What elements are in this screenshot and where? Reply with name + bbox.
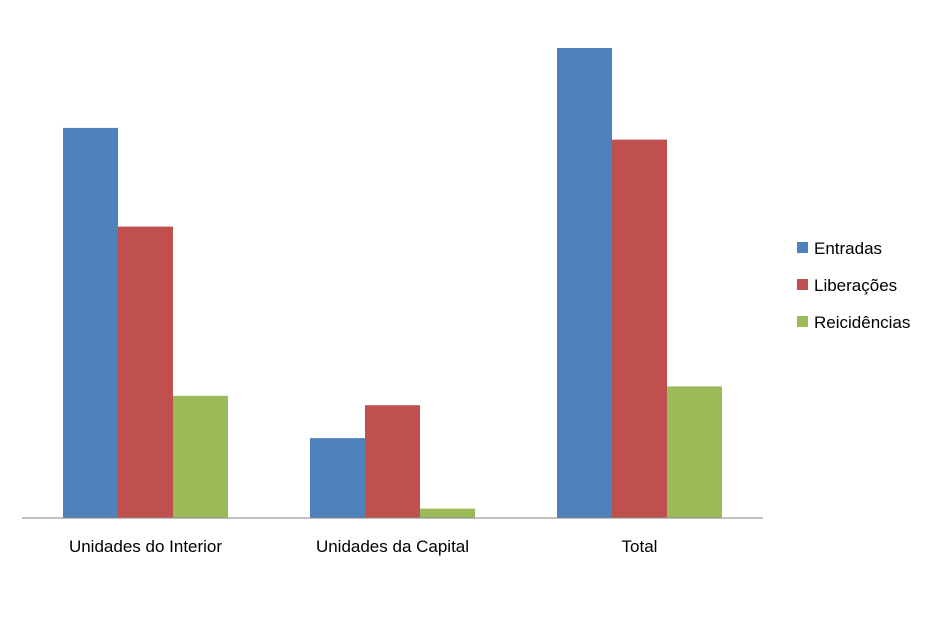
bar-liberacoes-unidades-da-capital [365, 405, 420, 518]
bar-reicidencias-unidades-do-interior [173, 395, 228, 518]
legend-swatch-reicidencias [797, 316, 808, 327]
x-tick-label-unidades-da-capital: Unidades da Capital [316, 537, 469, 556]
legend-swatch-liberacoes [797, 279, 808, 290]
legend: Entradas Liberações Reicidências [797, 239, 910, 332]
bar-entradas-unidades-da-capital [310, 438, 365, 518]
x-tick-labels: Unidades do Interior Unidades da Capital T… [69, 537, 658, 556]
bar-entradas-total [557, 48, 612, 518]
bar-liberacoes-unidades-do-interior [118, 226, 173, 518]
x-tick-label-total: Total [622, 537, 658, 556]
legend-label-entradas: Entradas [814, 239, 882, 258]
legend-swatch-entradas [797, 242, 808, 253]
legend-label-reicidencias: Reicidências [814, 313, 910, 332]
bar-liberacoes-total [612, 139, 667, 518]
bar-entradas-unidades-do-interior [63, 127, 118, 519]
bar-reicidencias-unidades-da-capital [420, 508, 475, 518]
legend-label-liberacoes: Liberações [814, 276, 897, 295]
bars-group [63, 48, 722, 519]
bar-reicidencias-total [667, 386, 722, 518]
x-tick-label-unidades-do-interior: Unidades do Interior [69, 537, 222, 556]
